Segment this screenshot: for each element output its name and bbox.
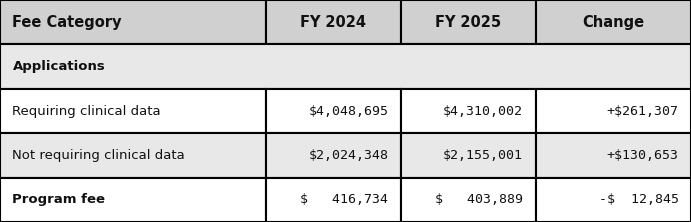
Bar bbox=[266, 133, 401, 178]
Bar bbox=[266, 0, 401, 44]
Text: -$  12,845: -$ 12,845 bbox=[598, 193, 679, 206]
Bar bbox=[266, 178, 401, 222]
Bar bbox=[401, 0, 536, 44]
Text: FY 2024: FY 2024 bbox=[301, 15, 366, 30]
Bar bbox=[266, 89, 401, 133]
Text: FY 2025: FY 2025 bbox=[435, 15, 501, 30]
Bar bbox=[0, 178, 266, 222]
Bar bbox=[536, 89, 691, 133]
Text: $2,155,001: $2,155,001 bbox=[443, 149, 523, 162]
Bar bbox=[536, 133, 691, 178]
Bar bbox=[536, 0, 691, 44]
Text: Applications: Applications bbox=[12, 60, 105, 73]
Text: Requiring clinical data: Requiring clinical data bbox=[12, 105, 161, 117]
Text: $2,024,348: $2,024,348 bbox=[308, 149, 388, 162]
Text: Change: Change bbox=[583, 15, 644, 30]
Text: $   416,734: $ 416,734 bbox=[301, 193, 388, 206]
Bar bbox=[0, 89, 266, 133]
Text: $4,048,695: $4,048,695 bbox=[308, 105, 388, 117]
Bar bbox=[0, 44, 691, 89]
Text: Fee Category: Fee Category bbox=[12, 15, 122, 30]
Bar bbox=[401, 178, 536, 222]
Text: Not requiring clinical data: Not requiring clinical data bbox=[12, 149, 185, 162]
Bar bbox=[401, 133, 536, 178]
Bar bbox=[0, 133, 266, 178]
Bar bbox=[536, 178, 691, 222]
Text: $4,310,002: $4,310,002 bbox=[443, 105, 523, 117]
Text: Program fee: Program fee bbox=[12, 193, 106, 206]
Text: $   403,889: $ 403,889 bbox=[435, 193, 523, 206]
Bar bbox=[401, 89, 536, 133]
Text: +$261,307: +$261,307 bbox=[607, 105, 679, 117]
Bar bbox=[0, 0, 266, 44]
Text: +$130,653: +$130,653 bbox=[607, 149, 679, 162]
